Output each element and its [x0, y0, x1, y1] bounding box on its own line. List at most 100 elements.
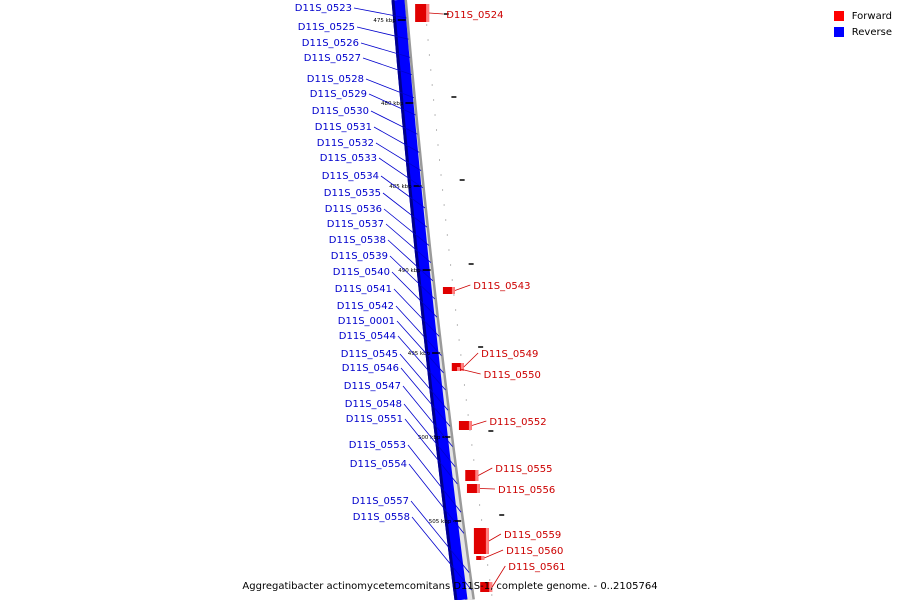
- reverse-gene-label[interactable]: D11S_0538: [329, 235, 386, 246]
- legend-item-reverse: Reverse: [833, 24, 892, 40]
- reverse-gene-leader: [404, 418, 458, 485]
- forward-gene-leader: [478, 467, 493, 476]
- forward-gene-block[interactable]: [442, 287, 455, 294]
- forward-gene-highlight: [457, 367, 461, 371]
- reverse-swatch: [833, 27, 844, 37]
- scale-label: 475 kbp: [373, 18, 396, 24]
- forward-gene-block[interactable]: [473, 528, 489, 554]
- reverse-gene-label[interactable]: D11S_0545: [341, 349, 398, 360]
- forward-gene-block[interactable]: [452, 367, 461, 371]
- reverse-gene-leader: [380, 175, 426, 209]
- forward-gene-leader: [491, 565, 506, 588]
- reverse-gene-leader: [360, 42, 411, 58]
- scale-label: 505 kbp: [429, 519, 452, 525]
- reverse-gene-leader: [397, 335, 446, 391]
- reverse-gene-label[interactable]: D11S_0540: [333, 267, 390, 278]
- reverse-gene-label[interactable]: D11S_0554: [350, 459, 407, 470]
- forward-gene-label[interactable]: D11S_0555: [495, 464, 552, 475]
- reverse-gene-label[interactable]: D11S_0526: [302, 38, 359, 49]
- legend-label-reverse: Reverse: [851, 26, 892, 38]
- reverse-gene-leader: [387, 239, 434, 282]
- reverse-gene-label[interactable]: D11S_0558: [353, 512, 410, 523]
- forward-gene-leader: [454, 284, 471, 291]
- reverse-gene-leader: [408, 463, 465, 534]
- forward-gene-label[interactable]: D11S_0550: [484, 370, 541, 381]
- reverse-gene-label[interactable]: D11S_0544: [339, 331, 396, 342]
- reverse-gene-label[interactable]: D11S_0525: [298, 22, 355, 33]
- forward-gene-label[interactable]: D11S_0561: [508, 562, 565, 573]
- reverse-gene-leader: [362, 57, 412, 75]
- reverse-gene-leader: [391, 271, 438, 318]
- reverse-gene-leader: [356, 26, 409, 40]
- reverse-gene-label[interactable]: D11S_0001: [338, 316, 395, 327]
- forward-gene-label[interactable]: D11S_0524: [446, 10, 503, 21]
- forward-gene-highlight: [460, 363, 464, 371]
- reverse-gene-leader: [375, 142, 422, 171]
- forward-gene-leader: [479, 488, 496, 490]
- reverse-gene-leader: [383, 208, 430, 246]
- forward-gene-block[interactable]: [476, 556, 485, 560]
- forward-gene-block[interactable]: [480, 582, 493, 592]
- reverse-gene-label[interactable]: D11S_0530: [312, 106, 369, 117]
- scale-label: 480 kbp: [381, 101, 404, 107]
- reverse-gene-leader: [393, 288, 440, 337]
- forward-gene-leader: [463, 352, 479, 368]
- forward-gene-label[interactable]: D11S_0549: [481, 349, 538, 360]
- forward-gene-label[interactable]: D11S_0560: [506, 546, 563, 557]
- forward-gene-highlight: [475, 470, 479, 481]
- reverse-gene-label[interactable]: D11S_0546: [342, 363, 399, 374]
- reverse-gene-label[interactable]: D11S_0527: [304, 53, 361, 64]
- reverse-gene-leader: [378, 157, 424, 189]
- reverse-gene-label[interactable]: D11S_0529: [310, 89, 367, 100]
- reverse-gene-leader: [396, 320, 444, 374]
- forward-gene-block[interactable]: [466, 484, 480, 493]
- forward-gene-leader: [459, 368, 481, 375]
- forward-gene-leader: [471, 420, 487, 426]
- reverse-gene-leader: [353, 7, 407, 19]
- forward-gene-highlight: [426, 4, 430, 22]
- reverse-gene-label[interactable]: D11S_0547: [344, 381, 401, 392]
- reverse-gene-label[interactable]: D11S_0528: [307, 74, 364, 85]
- reverse-gene-label[interactable]: D11S_0557: [352, 496, 409, 507]
- reverse-gene-leader: [400, 367, 451, 427]
- reverse-gene-leader: [411, 516, 472, 591]
- forward-gene-block[interactable]: [458, 421, 472, 430]
- forward-gene-block[interactable]: [465, 470, 479, 481]
- reverse-gene-label[interactable]: D11S_0551: [346, 414, 403, 425]
- forward-gene-highlight: [485, 528, 489, 554]
- reverse-gene-label[interactable]: D11S_0532: [317, 138, 374, 149]
- scale-label: 495 kbp: [408, 351, 431, 357]
- reverse-gene-leader: [402, 385, 453, 447]
- reverse-gene-label[interactable]: D11S_0542: [337, 301, 394, 312]
- forward-gene-label[interactable]: D11S_0556: [498, 485, 555, 496]
- forward-gene-label[interactable]: D11S_0543: [473, 281, 530, 292]
- forward-gene-leader: [484, 549, 504, 559]
- forward-gene-highlight: [481, 556, 485, 560]
- scale-label: 490 kbp: [398, 268, 421, 274]
- reverse-gene-label[interactable]: D11S_0536: [325, 204, 382, 215]
- reverse-gene-label[interactable]: D11S_0534: [322, 171, 379, 182]
- reverse-gene-leader: [403, 403, 456, 468]
- reverse-gene-label[interactable]: D11S_0535: [324, 188, 381, 199]
- reverse-gene-label[interactable]: D11S_0539: [331, 251, 388, 262]
- reverse-gene-label[interactable]: D11S_0537: [327, 219, 384, 230]
- reverse-gene-leader: [389, 255, 436, 300]
- reverse-gene-label[interactable]: D11S_0541: [335, 284, 392, 295]
- forward-gene-highlight: [489, 582, 493, 592]
- reverse-gene-label[interactable]: D11S_0531: [315, 122, 372, 133]
- strand-legend: Forward Reverse: [833, 8, 892, 40]
- reverse-gene-leader: [373, 126, 420, 153]
- reverse-gene-label[interactable]: D11S_0548: [345, 399, 402, 410]
- forward-gene-label[interactable]: D11S_0552: [489, 417, 546, 428]
- reverse-strand-band: [391, 0, 468, 600]
- reverse-gene-label[interactable]: D11S_0553: [349, 440, 406, 451]
- forward-gene-highlight: [468, 421, 472, 430]
- reverse-gene-label[interactable]: D11S_0523: [295, 3, 352, 14]
- forward-gene-label[interactable]: D11S_0559: [504, 530, 561, 541]
- forward-swatch: [833, 11, 844, 21]
- forward-gene-block[interactable]: [415, 4, 430, 22]
- reverse-gene-leader: [407, 444, 462, 513]
- reverse-gene-label[interactable]: D11S_0533: [320, 153, 377, 164]
- genome-caption: Aggregatibacter actinomycetemcomitans D1…: [242, 581, 658, 592]
